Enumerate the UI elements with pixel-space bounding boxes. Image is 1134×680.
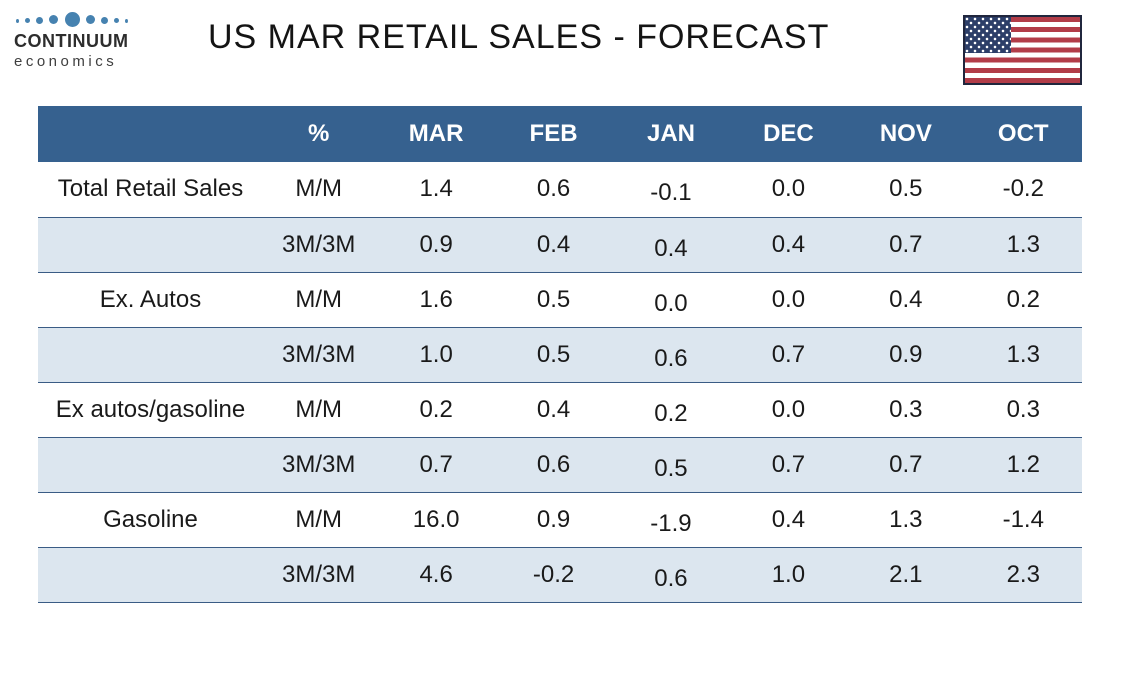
cell-value: 0.7 [847,217,965,273]
row-label [38,327,260,383]
cell-value: 0.9 [494,492,613,548]
cell-value: 0.0 [612,272,730,328]
cell-value: 0.3 [847,382,965,438]
column-header-dec: DEC [729,106,848,162]
logo-tagline: economics [14,53,118,70]
row-label [38,437,260,493]
cell-value: -0.2 [494,547,613,603]
table-row: Total Retail Sales M/M 1.4 0.6 -0.1 0.0 … [38,162,1082,218]
table-row: 3M/3M 1.0 0.5 0.6 0.7 0.9 1.3 [38,327,1082,383]
table-row: 3M/3M 0.9 0.4 0.4 0.4 0.7 1.3 [38,217,1082,273]
cell-value: 0.4 [729,492,848,548]
flag-canton [965,17,1011,53]
cell-value: 2.1 [847,547,965,603]
cell-value: 0.5 [612,437,730,493]
cell-value: 1.3 [964,217,1082,273]
cell-value: 1.6 [377,272,495,328]
cell-value: 0.5 [847,162,965,218]
row-label: Gasoline [38,492,260,548]
cell-value: 0.6 [612,327,730,383]
cell-value: -1.9 [612,492,730,548]
cell-value: 0.0 [729,382,848,438]
cell-value: 0.2 [964,272,1082,328]
row-label: Ex. Autos [38,272,260,328]
table-row: Ex autos/gasoline M/M 0.2 0.4 0.2 0.0 0.… [38,382,1082,438]
cell-value: 0.2 [377,382,495,438]
cell-value: 1.0 [377,327,495,383]
cell-value: 0.5 [494,272,613,328]
column-header-oct: OCT [964,106,1082,162]
table-header-row: % MAR FEB JAN DEC NOV OCT [38,106,1082,162]
cell-value: 0.4 [494,217,613,273]
cell-value: 0.3 [964,382,1082,438]
row-measure: M/M [260,382,378,438]
us-flag-icon [963,15,1082,85]
cell-value: 16.0 [377,492,495,548]
table-row: Ex. Autos M/M 1.6 0.5 0.0 0.0 0.4 0.2 [38,272,1082,328]
table-row: 3M/3M 0.7 0.6 0.5 0.7 0.7 1.2 [38,437,1082,493]
row-label: Total Retail Sales [38,162,260,218]
cell-value: 1.3 [964,327,1082,383]
cell-value: 0.0 [729,162,848,218]
retail-sales-table: % MAR FEB JAN DEC NOV OCT Total Retail S… [38,106,1082,603]
cell-value: 1.0 [729,547,848,603]
table-row: Gasoline M/M 16.0 0.9 -1.9 0.4 1.3 -1.4 [38,492,1082,548]
continuum-economics-logo: CONTINUUM economics [14,10,132,70]
cell-value: 0.9 [847,327,965,383]
cell-value: 0.9 [377,217,495,273]
header-bar: CONTINUUM economics US MAR RETAIL SALES … [0,0,1134,106]
page-title: US MAR RETAIL SALES - FORECAST [208,18,830,56]
column-header-percent: % [260,106,378,162]
cell-value: 2.3 [964,547,1082,603]
cell-value: 0.7 [377,437,495,493]
row-measure: 3M/3M [260,547,378,603]
cell-value: -1.4 [964,492,1082,548]
cell-value: 4.6 [377,547,495,603]
logo-dots-icon [16,10,128,28]
row-measure: 3M/3M [260,437,378,493]
table-row: 3M/3M 4.6 -0.2 0.6 1.0 2.1 2.3 [38,547,1082,603]
row-label: Ex autos/gasoline [38,382,260,438]
logo-name: CONTINUUM [14,31,129,51]
cell-value: 0.7 [847,437,965,493]
row-label [38,217,260,273]
cell-value: -0.1 [612,162,730,218]
cell-value: 0.5 [494,327,613,383]
cell-value: 0.4 [729,217,848,273]
cell-value: 0.7 [729,327,848,383]
cell-value: 0.4 [612,217,730,273]
cell-value: -0.2 [964,162,1082,218]
row-label [38,547,260,603]
row-measure: 3M/3M [260,327,378,383]
cell-value: 0.4 [494,382,613,438]
row-measure: 3M/3M [260,217,378,273]
cell-value: 0.6 [494,162,613,218]
cell-value: 0.2 [612,382,730,438]
column-header-nov: NOV [847,106,965,162]
cell-value: 0.0 [729,272,848,328]
cell-value: 0.4 [847,272,965,328]
cell-value: 0.7 [729,437,848,493]
cell-value: 0.6 [612,547,730,603]
row-measure: M/M [260,162,378,218]
cell-value: 0.6 [494,437,613,493]
column-header-blank [38,106,260,162]
column-header-jan: JAN [612,106,730,162]
column-header-mar: MAR [377,106,495,162]
cell-value: 1.3 [847,492,965,548]
column-header-feb: FEB [494,106,613,162]
row-measure: M/M [260,272,378,328]
cell-value: 1.2 [964,437,1082,493]
cell-value: 1.4 [377,162,495,218]
row-measure: M/M [260,492,378,548]
